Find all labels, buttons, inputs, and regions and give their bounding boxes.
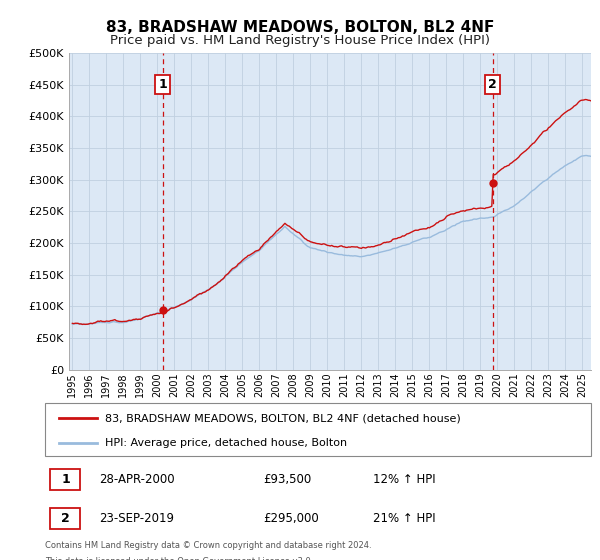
Text: 28-APR-2000: 28-APR-2000	[100, 473, 175, 486]
Text: 2: 2	[488, 78, 497, 91]
FancyBboxPatch shape	[45, 403, 591, 456]
Text: 83, BRADSHAW MEADOWS, BOLTON, BL2 4NF: 83, BRADSHAW MEADOWS, BOLTON, BL2 4NF	[106, 20, 494, 35]
Text: 2: 2	[61, 512, 70, 525]
Text: 12% ↑ HPI: 12% ↑ HPI	[373, 473, 435, 486]
Text: This data is licensed under the Open Government Licence v3.0.: This data is licensed under the Open Gov…	[45, 557, 313, 560]
Text: 83, BRADSHAW MEADOWS, BOLTON, BL2 4NF (detached house): 83, BRADSHAW MEADOWS, BOLTON, BL2 4NF (d…	[105, 413, 461, 423]
Text: 1: 1	[61, 473, 70, 486]
Text: Contains HM Land Registry data © Crown copyright and database right 2024.: Contains HM Land Registry data © Crown c…	[45, 541, 371, 550]
Text: 1: 1	[158, 78, 167, 91]
Text: £93,500: £93,500	[263, 473, 311, 486]
Text: HPI: Average price, detached house, Bolton: HPI: Average price, detached house, Bolt…	[105, 437, 347, 447]
FancyBboxPatch shape	[50, 469, 80, 490]
Text: Price paid vs. HM Land Registry's House Price Index (HPI): Price paid vs. HM Land Registry's House …	[110, 34, 490, 46]
Text: £295,000: £295,000	[263, 512, 319, 525]
FancyBboxPatch shape	[50, 507, 80, 529]
Text: 21% ↑ HPI: 21% ↑ HPI	[373, 512, 435, 525]
Text: 23-SEP-2019: 23-SEP-2019	[100, 512, 175, 525]
